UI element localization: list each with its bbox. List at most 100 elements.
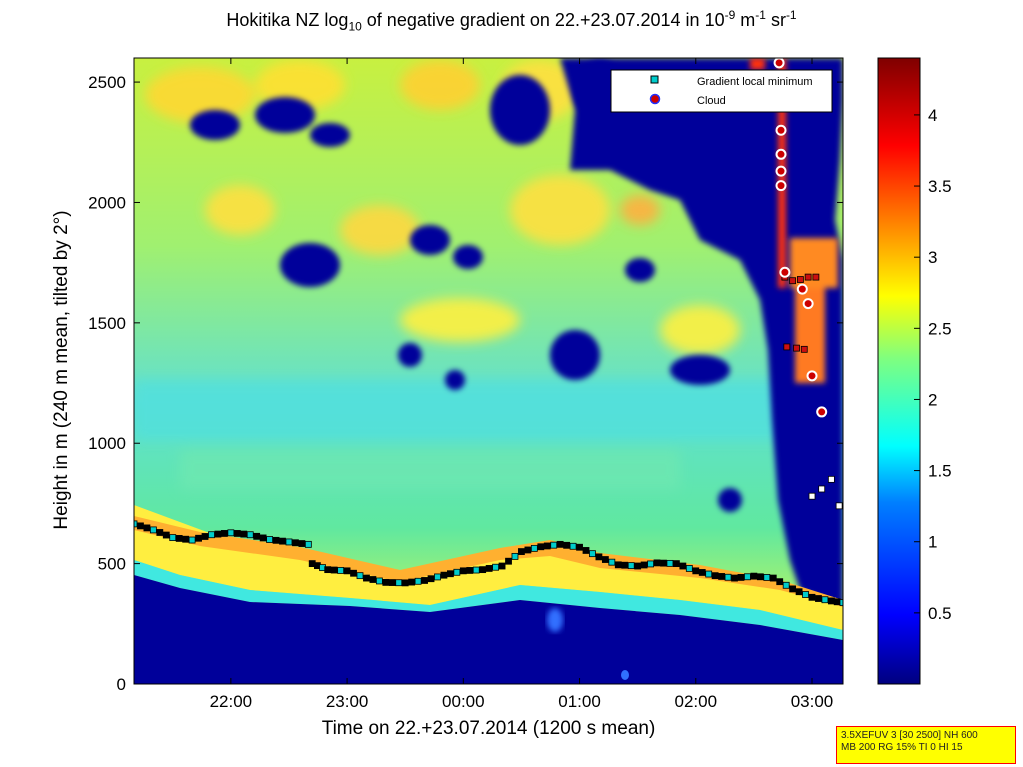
marker-gradient-minimum bbox=[350, 569, 357, 577]
marker-gradient-minimum bbox=[240, 530, 248, 538]
y-tick-label: 2000 bbox=[88, 193, 126, 212]
marker-gradient-minimum bbox=[679, 562, 687, 570]
marker-gradient-minimum bbox=[337, 567, 345, 574]
marker-gradient-minimum bbox=[195, 534, 202, 542]
marker-gradient-minimum bbox=[653, 559, 661, 567]
marker-gradient-minimum bbox=[182, 535, 190, 543]
marker-gradient-minimum bbox=[221, 530, 228, 537]
marker-gradient-minimum bbox=[835, 502, 843, 510]
marker-gradient-minimum bbox=[375, 577, 383, 585]
marker-gradient-minimum bbox=[259, 534, 267, 542]
marker-gradient-minimum bbox=[818, 485, 826, 493]
legend-entry-cloud: Cloud bbox=[697, 95, 726, 107]
marker-gradient-minimum bbox=[789, 277, 797, 285]
marker-gradient-minimum bbox=[498, 562, 506, 570]
marker-gradient-minimum bbox=[815, 595, 822, 602]
marker-gradient-minimum bbox=[563, 541, 571, 549]
series-cloud bbox=[773, 58, 828, 418]
marker-gradient-minimum bbox=[324, 566, 332, 574]
marker-gradient-minimum bbox=[763, 574, 771, 581]
marker-cloud bbox=[796, 283, 808, 295]
marker-gradient-minimum bbox=[485, 565, 493, 572]
heatmap-field bbox=[134, 58, 843, 684]
marker-gradient-minimum bbox=[783, 343, 791, 351]
marker-gradient-minimum bbox=[304, 540, 312, 548]
marker-gradient-minimum bbox=[479, 566, 487, 574]
legend-entry-minimum: Gradient local minimum bbox=[697, 76, 813, 88]
marker-gradient-minimum bbox=[162, 531, 170, 539]
marker-gradient-minimum bbox=[134, 520, 138, 528]
marker-gradient-minimum bbox=[827, 475, 835, 483]
colorbar: 0.5 1 1.5 2 2.5 3 3.5 4 bbox=[877, 57, 952, 685]
marker-cloud bbox=[775, 180, 787, 192]
marker-gradient-minimum bbox=[434, 573, 441, 581]
y-axis: 0 500 1000 1500 2000 2500 bbox=[88, 73, 843, 694]
plot-frame bbox=[133, 57, 844, 685]
info-line-2: MB 200 RG 15% TI 0 HI 15 bbox=[841, 742, 963, 753]
marker-cloud bbox=[816, 406, 828, 418]
marker-gradient-minimum bbox=[188, 536, 196, 544]
legend-marker-circle bbox=[649, 93, 661, 105]
marker-gradient-minimum bbox=[363, 574, 370, 582]
marker-gradient-minimum bbox=[492, 563, 500, 571]
marker-gradient-minimum bbox=[769, 574, 777, 582]
marker-gradient-minimum bbox=[595, 553, 603, 561]
marker-gradient-minimum bbox=[737, 574, 745, 581]
info-line-1: 3.5XEFUV 3 [30 2500] NH 600 bbox=[841, 730, 978, 741]
marker-gradient-minimum bbox=[808, 492, 816, 500]
marker-gradient-minimum bbox=[382, 578, 390, 586]
marker-gradient-minimum bbox=[137, 522, 144, 530]
colorbar-tick-label: 2 bbox=[928, 390, 937, 409]
marker-gradient-minimum bbox=[266, 536, 274, 543]
marker-gradient-minimum bbox=[505, 557, 512, 565]
marker-gradient-minimum bbox=[414, 577, 422, 585]
marker-gradient-minimum bbox=[800, 345, 808, 353]
marker-gradient-minimum bbox=[812, 273, 820, 281]
marker-gradient-minimum bbox=[601, 556, 609, 563]
colorbar-tick-label: 1.5 bbox=[928, 462, 952, 481]
marker-gradient-minimum bbox=[343, 567, 351, 575]
marker-gradient-minimum bbox=[789, 585, 797, 593]
marker-gradient-minimum bbox=[285, 538, 293, 546]
marker-cloud bbox=[779, 266, 791, 278]
marker-gradient-minimum bbox=[576, 543, 583, 551]
marker-gradient-minimum bbox=[227, 529, 235, 537]
marker-gradient-minimum bbox=[208, 531, 215, 539]
marker-cloud bbox=[773, 58, 785, 69]
marker-gradient-minimum bbox=[524, 546, 532, 554]
marker-gradient-minimum bbox=[718, 573, 726, 580]
x-tick-label: 03:00 bbox=[791, 692, 834, 711]
marker-gradient-minimum bbox=[543, 542, 551, 550]
marker-gradient-minimum bbox=[776, 578, 784, 586]
marker-gradient-minimum bbox=[388, 579, 396, 586]
marker-gradient-minimum bbox=[808, 593, 816, 601]
marker-gradient-minimum bbox=[621, 561, 629, 569]
x-tick-label: 02:00 bbox=[675, 692, 718, 711]
marker-gradient-minimum bbox=[666, 559, 674, 567]
marker-gradient-minimum bbox=[711, 572, 719, 580]
marker-gradient-minimum bbox=[839, 599, 843, 607]
marker-gradient-minimum bbox=[537, 543, 545, 551]
parameter-info-box: 3.5XEFUV 3 [30 2500] NH 600 MB 200 RG 15… bbox=[836, 726, 1016, 764]
y-tick-label: 1000 bbox=[88, 434, 126, 453]
marker-gradient-minimum bbox=[156, 529, 164, 536]
marker-cloud bbox=[775, 165, 787, 177]
marker-gradient-minimum bbox=[369, 576, 377, 583]
marker-gradient-minimum bbox=[518, 548, 525, 555]
marker-gradient-minimum bbox=[660, 559, 667, 567]
marker-gradient-minimum bbox=[356, 572, 364, 580]
legend-box bbox=[610, 69, 833, 113]
marker-gradient-minimum bbox=[795, 588, 803, 596]
y-axis-label: Height in m (240 m mean, tilted by 2°) bbox=[51, 210, 72, 530]
marker-gradient-minimum bbox=[143, 524, 151, 532]
x-tick-label: 01:00 bbox=[558, 692, 601, 711]
marker-cloud bbox=[802, 298, 814, 310]
marker-gradient-minimum bbox=[233, 530, 241, 537]
colorbar-tick-label: 2.5 bbox=[928, 319, 952, 338]
colorbar-tick-label: 3.5 bbox=[928, 177, 952, 196]
marker-gradient-minimum bbox=[466, 567, 474, 574]
x-tick-label: 00:00 bbox=[442, 692, 485, 711]
marker-gradient-minimum bbox=[802, 591, 809, 598]
marker-gradient-minimum bbox=[731, 574, 738, 582]
